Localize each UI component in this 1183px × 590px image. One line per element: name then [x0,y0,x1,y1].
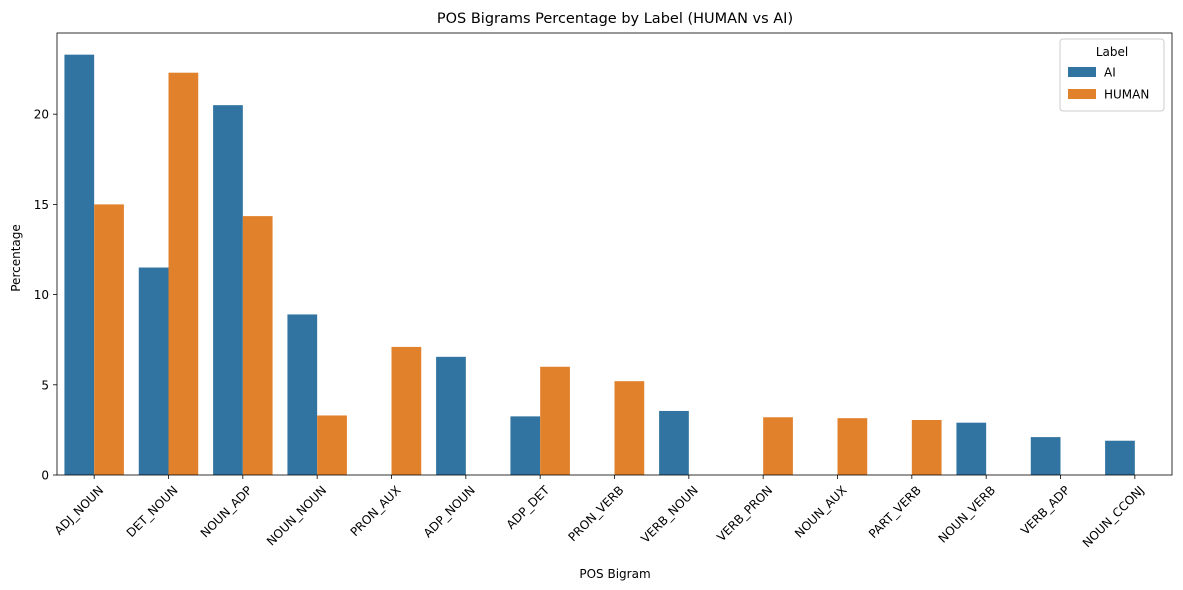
legend-title: Label [1096,45,1128,59]
y-tick-label: 15 [34,198,49,212]
y-tick-label: 10 [34,288,49,302]
legend-swatch-ai [1068,67,1096,77]
y-axis-title: Percentage [9,224,23,292]
plot-frame [56,32,1173,476]
legend-label-ai: AI [1104,66,1116,80]
bar-ai-noun_verb [956,422,987,475]
legend-swatch-human [1068,89,1096,99]
bar-ai-adj_noun [64,54,95,476]
x-tick-label: NOUN_VERB [936,483,999,546]
legend-label-human: HUMAN [1104,88,1149,102]
bar-ai-verb_adp [1030,437,1061,475]
bar-ai-det_noun [138,267,169,475]
x-tick-label: NOUN_AUX [792,483,850,541]
x-tick-label: NOUN_NOUN [264,483,329,548]
bar-human-noun_adp [242,216,273,476]
bar-human-det_noun [168,72,199,475]
plot-area: 0 5 10 15 20 ADJ_NOUN DET_NOUN NOUN_ADP NOUN_NOU… [34,32,1173,550]
x-tick-label: VERB_PRON [714,483,775,544]
bar-ai-verb_noun [659,410,689,475]
bar-human-verb_pron [763,417,793,475]
x-tick-label: NOUN_CCONJ [1080,483,1147,550]
y-tick-label: 5 [41,378,49,392]
bar-human-noun_aux [837,418,868,475]
x-tick-label: ADJ_NOUN [52,483,107,538]
x-tick-label: VERB_ADP [1018,483,1072,537]
bar-human-pron_aux [391,346,422,475]
x-tick-label: PART_VERB [866,483,924,541]
bar-ai-noun_noun [287,314,318,475]
y-tick-label: 0 [41,469,49,483]
bar-human-noun_noun [317,415,347,475]
x-tick-label: PRON_AUX [348,483,404,539]
bar-human-part_verb [911,419,942,475]
x-tick-label: ADP_DET [504,483,553,532]
bar-ai-noun_adp [213,105,243,475]
x-tick-label: NOUN_ADP [198,483,255,540]
x-tick-label: DET_NOUN [124,483,181,540]
x-tick-label: ADP_NOUN [421,483,478,540]
x-axis-title: POS Bigram [579,567,650,581]
x-tick-label: VERB_NOUN [638,483,701,546]
legend: Label AI HUMAN [1059,38,1165,112]
bar-human-pron_verb [614,381,645,475]
bar-ai-noun_cconj [1105,440,1135,475]
chart-title: POS Bigrams Percentage by Label (HUMAN v… [437,11,793,27]
bar-ai-adp_det [510,416,541,475]
bar-human-adp_det [540,366,570,475]
x-tick-label: PRON_VERB [565,483,626,544]
bar-ai-adp_noun [436,356,466,475]
y-tick-label: 20 [34,108,49,122]
bar-human-adj_noun [94,204,124,475]
